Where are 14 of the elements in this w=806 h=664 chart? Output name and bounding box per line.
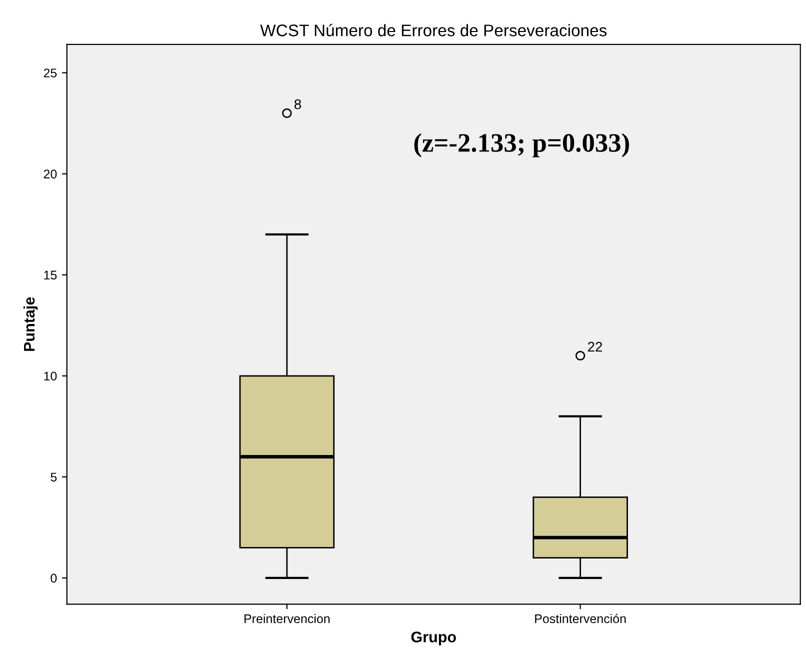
y-tick-label: 25 xyxy=(44,68,57,78)
y-axis-title: Puntaje xyxy=(23,297,38,351)
x-tick-label: Preintervencion xyxy=(244,614,330,624)
annotation: 8 xyxy=(294,99,301,110)
chart-title: WCST Número de Errores de Perseveraciones xyxy=(260,24,607,36)
y-tick-label: 15 xyxy=(44,270,57,280)
y-tick-label: 5 xyxy=(50,472,57,482)
y-tick-label: 0 xyxy=(50,574,57,583)
x-tick-label: Postintervención xyxy=(535,614,626,624)
annotation: (z=-2.133; p=0.033) xyxy=(414,133,629,158)
y-tick-label: 10 xyxy=(44,372,57,381)
annotation: 22 xyxy=(588,342,602,352)
x-axis-title: Grupo xyxy=(411,632,456,646)
y-tick-label: 20 xyxy=(44,170,57,178)
